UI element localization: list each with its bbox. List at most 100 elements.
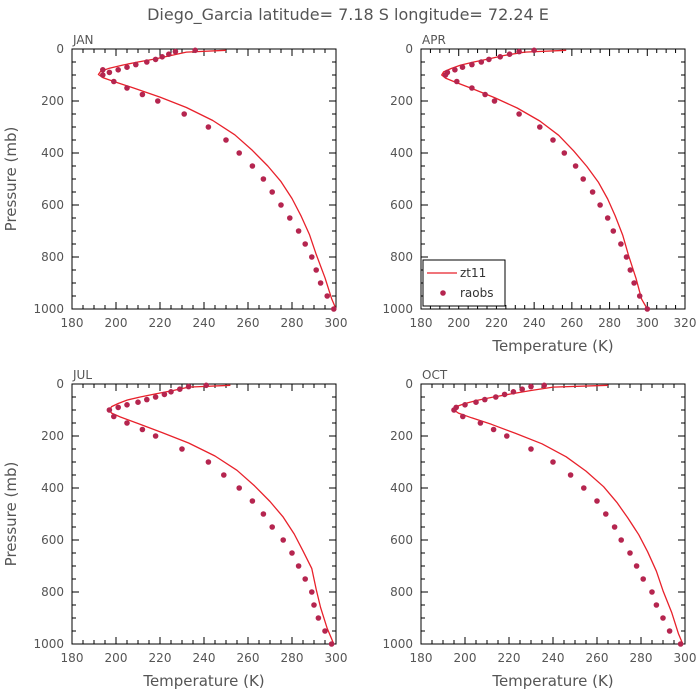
- panel-oct-obs-point: [477, 420, 484, 426]
- panel-apr-ytick-label: 200: [390, 94, 413, 108]
- panel-jul-obs-point: [309, 589, 315, 595]
- panel-oct-xtick-label: 240: [542, 651, 565, 665]
- panel-oct-obs-point: [528, 383, 534, 390]
- panel-oct-ytick-label: 400: [390, 481, 413, 495]
- panel-jul-obs-point: [269, 524, 276, 530]
- panel-apr-obs-point: [452, 67, 458, 73]
- panel-oct-obs-point: [490, 426, 497, 433]
- panel-jan-obs-point: [100, 67, 106, 73]
- panel-oct-obs-point: [550, 459, 556, 465]
- panel-apr-obs-point: [482, 91, 488, 98]
- panel-oct-obs-point: [594, 498, 600, 504]
- panel-oct-obs-point: [510, 389, 517, 395]
- panel-jul-obs-point: [106, 407, 113, 413]
- panel-apr-ytick-label: 0: [405, 42, 413, 56]
- panel-jul-obs-point: [115, 404, 121, 411]
- panel-apr: 180 200 220 240 260 280 300 320 0 200 400 600 800 100…: [382, 33, 696, 355]
- panel-oct-obs-point: [611, 524, 618, 530]
- panel-apr-legend: zt11 raobs: [422, 259, 506, 307]
- panel-oct-frame: [420, 383, 686, 645]
- panel-oct-ytick-label: 1000: [382, 637, 413, 651]
- panel-jul-title: JUL: [72, 368, 92, 382]
- panel-jul-obs-point: [249, 498, 256, 504]
- panel-jul-obs-point: [135, 399, 141, 406]
- panel-jul-ytick-label: 200: [41, 429, 64, 443]
- panel-oct: 180 200 220 240 260 280 300 0 200 400 600 800 1000 OC…: [382, 368, 696, 690]
- panel-apr-xtick-label: 180: [410, 316, 433, 330]
- panel-jul-obs-point: [311, 602, 317, 608]
- panel-oct-obs-point: [541, 382, 547, 389]
- panel-oct-obs-point: [666, 628, 673, 634]
- panel-oct-obs-point: [451, 407, 457, 413]
- legend-label: zt11: [460, 266, 486, 280]
- panel-jan-obs-point: [324, 293, 331, 299]
- panel-jan-obs-point: [166, 51, 172, 57]
- panel-oct-ytick-label: 0: [405, 377, 413, 391]
- panel-jan-xtick-label: 280: [281, 316, 304, 330]
- panel-jul-ytick-label: 800: [41, 585, 64, 599]
- panel-jul-xtick-label: 220: [149, 651, 172, 665]
- panel-jan-obs-point: [159, 54, 165, 60]
- panel-jul-frame: [71, 383, 337, 645]
- panel-jan-obs-point: [111, 78, 117, 85]
- panel-oct-ytick-label: 200: [390, 429, 413, 443]
- panel-apr-obs-point: [531, 47, 537, 54]
- panel-apr-ytick-label: 600: [390, 198, 413, 212]
- panel-jan-obs-point: [106, 69, 113, 76]
- panel-jul-obs-point: [302, 576, 309, 582]
- panel-oct-model-line: [453, 384, 684, 645]
- panel-jul-xtick-label: 280: [281, 651, 304, 665]
- panel-oct-obs-point: [581, 485, 587, 491]
- panel-apr-obs-point: [572, 163, 579, 169]
- panel-jul-obs-point: [161, 391, 168, 398]
- panel-jul-obs-point: [203, 382, 209, 389]
- panel-oct-obs-point: [633, 563, 640, 569]
- panel-apr-ytick-label: 1000: [382, 302, 413, 316]
- panel-oct-xtick-label: 200: [454, 651, 477, 665]
- panel-oct-obs-point: [653, 602, 660, 608]
- panel-oct-title: OCT: [422, 368, 448, 382]
- panel-oct-obs-point: [627, 550, 633, 556]
- panel-jan-xtick-label: 300: [325, 316, 348, 330]
- panel-jan-obs-point: [124, 85, 130, 91]
- panel-jan-obs-point: [172, 48, 179, 55]
- panel-apr-obs-point: [454, 78, 460, 85]
- panel-jan-xtick-label: 200: [105, 316, 128, 330]
- panel-jul-obs-point: [260, 511, 267, 517]
- panel-jul-xlabel: Temperature (K): [142, 672, 264, 690]
- panel-apr-obs-point: [623, 254, 630, 260]
- panel-jul: 180 200 220 240 260 280 300 0 200 400 600 800 1000 JU…: [2, 368, 347, 690]
- panel-oct-obs-point: [528, 446, 534, 452]
- panel-oct-obs-point: [473, 399, 479, 406]
- panel-apr-xtick-label: 260: [560, 316, 583, 330]
- panel-oct-obs-point: [640, 576, 646, 582]
- panel-jan-obs-point: [309, 254, 315, 260]
- panel-apr-ytick-label: 800: [390, 250, 413, 264]
- panel-jul-xtick-label: 240: [193, 651, 216, 665]
- panel-apr-obs-point: [486, 56, 492, 63]
- panel-jan-xtick-label: 260: [237, 316, 260, 330]
- figure-title: Diego_Garcia latitude= 7.18 S longitude=…: [147, 5, 549, 25]
- panel-apr-xtick-label: 320: [674, 316, 697, 330]
- panel-jul-obs-point: [236, 485, 242, 491]
- panel-apr-obs-point: [478, 59, 485, 65]
- panel-jul-obs-point: [289, 550, 295, 556]
- panel-apr-obs-point: [589, 189, 596, 195]
- panel-apr-obs-point: [506, 51, 513, 57]
- panel-apr-obs-point: [597, 202, 603, 208]
- panel-jul-obs-point: [179, 446, 185, 452]
- panel-jul-ylabel: Pressure (mb): [2, 462, 20, 567]
- panel-jan-ytick-label: 800: [41, 250, 64, 264]
- panel-oct-xtick-label: 220: [498, 651, 521, 665]
- panel-jul-obs-point: [315, 615, 322, 621]
- panel-jan-obs-point: [223, 137, 229, 143]
- panel-oct-obs-point: [677, 641, 684, 647]
- panel-jan-model-line: [97, 49, 337, 310]
- panel-jan-ytick-label: 600: [41, 198, 64, 212]
- panel-apr-title: APR: [422, 33, 446, 47]
- panel-apr-ytick-label: 400: [390, 146, 413, 160]
- panel-apr-xtick-label: 240: [523, 316, 546, 330]
- panel-jul-xtick-label: 200: [105, 651, 128, 665]
- chart-panels: 180 200 220 240 260 280 300 0 200 400 600 800 1000 JA…: [2, 33, 696, 690]
